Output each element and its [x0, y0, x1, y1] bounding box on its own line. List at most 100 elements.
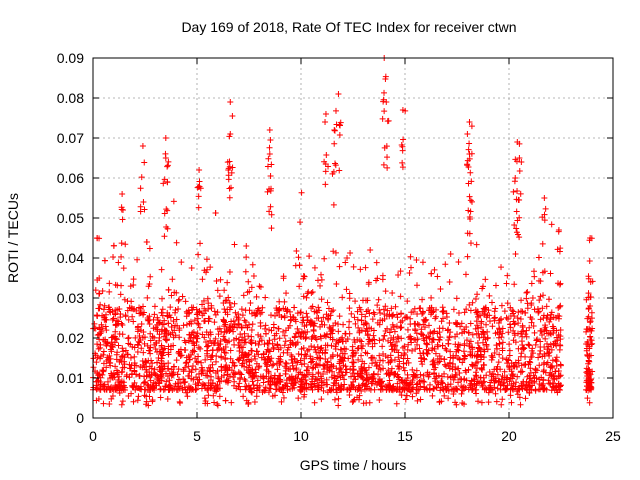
data-point: [531, 329, 538, 336]
data-point: [274, 341, 281, 348]
data-point: [164, 225, 171, 232]
data-point: [259, 374, 266, 381]
data-point: [217, 276, 224, 283]
data-point: [434, 341, 441, 348]
data-point: [195, 204, 202, 211]
data-point: [221, 287, 228, 294]
data-point: [465, 146, 472, 153]
data-point: [416, 321, 423, 328]
data-point: [297, 309, 304, 316]
data-point: [446, 319, 453, 326]
data-point: [161, 317, 168, 324]
data-point: [420, 372, 427, 379]
data-point: [451, 374, 458, 381]
data-point: [425, 333, 432, 340]
data-point: [409, 393, 416, 400]
data-point: [257, 333, 264, 340]
data-point: [419, 310, 426, 317]
data-point: [381, 144, 388, 151]
data-point: [463, 324, 470, 331]
data-point: [418, 331, 425, 338]
data-point: [159, 352, 166, 359]
data-point: [421, 356, 428, 363]
data-point: [382, 352, 389, 359]
data-point: [226, 324, 233, 331]
data-point: [455, 258, 462, 265]
data-point: [171, 385, 178, 392]
data-point: [297, 333, 304, 340]
data-point: [125, 340, 132, 347]
data-point: [362, 313, 369, 320]
data-point: [369, 316, 376, 323]
data-point: [255, 331, 262, 338]
data-point: [296, 262, 303, 269]
data-point: [166, 370, 173, 377]
data-point: [133, 371, 140, 378]
data-point: [420, 316, 427, 323]
data-point: [530, 268, 537, 275]
data-point: [424, 386, 431, 393]
data-point: [119, 398, 126, 405]
data-point: [93, 397, 100, 404]
data-point: [392, 303, 399, 310]
data-point: [205, 385, 212, 392]
data-point: [137, 185, 144, 192]
data-point: [480, 354, 487, 361]
data-point: [394, 363, 401, 370]
data-point: [143, 393, 150, 400]
data-point: [452, 364, 459, 371]
data-point: [268, 211, 275, 218]
data-point: [443, 363, 450, 370]
data-point: [150, 384, 157, 391]
data-point: [363, 325, 370, 332]
data-point: [452, 399, 459, 406]
data-point: [115, 373, 122, 380]
data-point: [541, 217, 548, 224]
data-point: [526, 389, 533, 396]
data-point: [336, 167, 343, 174]
data-point: [526, 342, 533, 349]
data-point: [376, 352, 383, 359]
data-point: [465, 386, 472, 393]
data-point: [141, 159, 148, 166]
data-point: [204, 266, 211, 273]
x-tick-label: 25: [605, 428, 621, 444]
data-point: [298, 189, 305, 196]
data-point: [170, 318, 177, 325]
data-point: [159, 346, 166, 353]
data-point: [464, 161, 471, 168]
data-point: [240, 292, 247, 299]
data-point: [196, 371, 203, 378]
data-point: [195, 193, 202, 200]
data-point: [514, 315, 521, 322]
data-point: [114, 385, 121, 392]
data-point: [240, 357, 247, 364]
data-point: [523, 289, 530, 296]
data-point: [389, 321, 396, 328]
data-point: [331, 372, 338, 379]
data-point: [455, 347, 462, 354]
data-point: [112, 311, 119, 318]
data-point: [157, 363, 164, 370]
data-point: [511, 221, 518, 228]
data-point: [400, 136, 407, 143]
data-point: [295, 395, 302, 402]
data-point: [231, 378, 238, 385]
data-point: [195, 320, 202, 327]
data-point: [331, 374, 338, 381]
data-point: [192, 386, 199, 393]
data-point: [478, 365, 485, 372]
data-point: [380, 357, 387, 364]
data-point: [161, 333, 168, 340]
data-point: [282, 370, 289, 377]
data-point: [107, 362, 114, 369]
data-point: [169, 276, 176, 283]
data-point: [235, 342, 242, 349]
data-point: [542, 369, 549, 376]
data-point: [358, 345, 365, 352]
data-point: [268, 225, 275, 232]
data-point: [100, 348, 107, 355]
data-point: [544, 314, 551, 321]
data-point: [433, 306, 440, 313]
data-point: [185, 383, 192, 390]
